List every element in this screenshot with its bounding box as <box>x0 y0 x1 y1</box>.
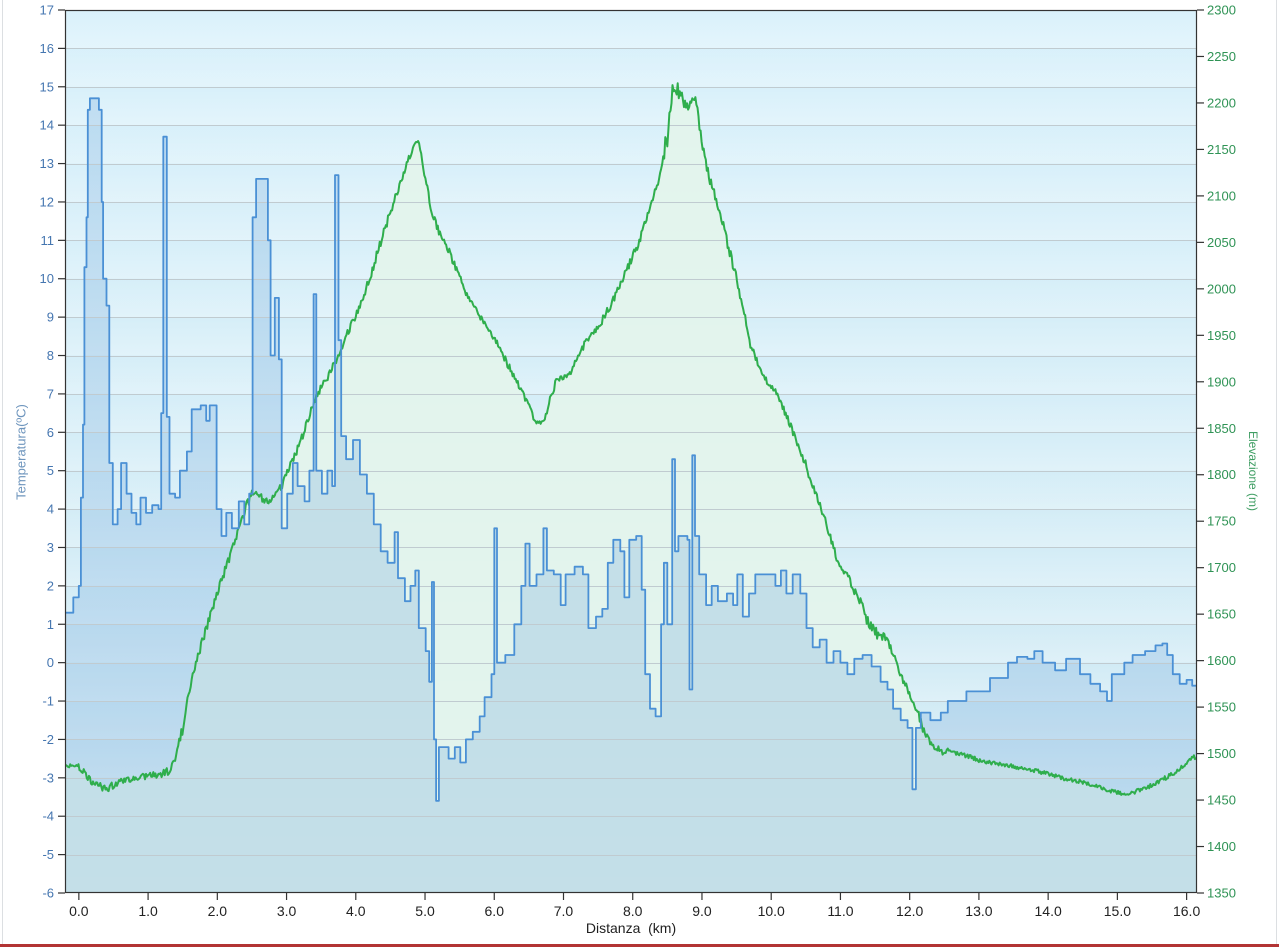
svg-text:2050: 2050 <box>1207 235 1236 250</box>
bottom-divider <box>0 944 1279 947</box>
svg-text:1350: 1350 <box>1207 886 1236 901</box>
svg-text:0: 0 <box>47 655 54 670</box>
svg-text:7: 7 <box>47 386 54 401</box>
temperature-series-fill <box>65 98 1197 893</box>
svg-text:13: 13 <box>40 156 54 171</box>
svg-text:1450: 1450 <box>1207 793 1236 808</box>
svg-text:11: 11 <box>41 233 55 248</box>
svg-text:2300: 2300 <box>1207 3 1236 18</box>
svg-text:8: 8 <box>47 348 54 363</box>
svg-text:3.0: 3.0 <box>277 903 297 919</box>
right-axis-ticks: 2300 2250 2200 2150 2100 2050 2000 1950 1900 1850… <box>1197 3 1236 901</box>
svg-text:4.0: 4.0 <box>346 903 366 919</box>
svg-text:10.0: 10.0 <box>758 903 785 919</box>
svg-text:3: 3 <box>47 540 54 555</box>
svg-text:1700: 1700 <box>1207 560 1236 575</box>
svg-text:14.0: 14.0 <box>1035 903 1062 919</box>
horizontal-gridlines <box>65 48 1197 856</box>
svg-text:13.0: 13.0 <box>965 903 992 919</box>
x-axis-title: Distanza (km) <box>585 920 677 936</box>
svg-text:1650: 1650 <box>1207 607 1236 622</box>
svg-text:2250: 2250 <box>1207 49 1236 64</box>
svg-text:8.0: 8.0 <box>623 903 643 919</box>
svg-text:10: 10 <box>40 271 54 286</box>
svg-text:5.0: 5.0 <box>415 903 435 919</box>
svg-text:15.0: 15.0 <box>1104 903 1131 919</box>
svg-text:-4: -4 <box>42 809 54 824</box>
svg-text:0.0: 0.0 <box>69 903 89 919</box>
svg-text:15: 15 <box>40 79 54 94</box>
svg-text:-6: -6 <box>42 886 54 901</box>
plot-border <box>64 9 1198 894</box>
svg-text:12.0: 12.0 <box>896 903 923 919</box>
svg-text:16.0: 16.0 <box>1173 903 1200 919</box>
svg-text:4: 4 <box>47 502 54 517</box>
svg-text:2100: 2100 <box>1207 188 1236 203</box>
x-axis-ticks: 0.0 1.0 2.0 3.0 4.0 5.0 6.0 7.0 8.0 9.0 10.0 11.0 12… <box>69 893 1200 919</box>
svg-text:1900: 1900 <box>1207 374 1236 389</box>
svg-text:6: 6 <box>47 425 54 440</box>
svg-text:-5: -5 <box>42 847 54 862</box>
svg-text:14: 14 <box>40 118 54 133</box>
svg-text:1500: 1500 <box>1207 746 1236 761</box>
elevation-series-fill <box>65 85 1197 893</box>
svg-text:17: 17 <box>40 3 54 18</box>
svg-text:7.0: 7.0 <box>554 903 574 919</box>
elevation-series-line <box>65 82 1197 796</box>
temperature-series-line <box>65 97 1197 802</box>
svg-text:2000: 2000 <box>1207 281 1236 296</box>
svg-text:2.0: 2.0 <box>208 903 228 919</box>
svg-text:1850: 1850 <box>1207 421 1236 436</box>
right-axis-title: Elevazione (m) <box>1246 430 1260 512</box>
svg-text:1: 1 <box>47 617 54 632</box>
svg-text:1600: 1600 <box>1207 653 1236 668</box>
svg-text:2200: 2200 <box>1207 95 1236 110</box>
svg-text:-3: -3 <box>42 770 54 785</box>
right-panel-border <box>1276 0 1277 944</box>
svg-text:-2: -2 <box>42 732 54 747</box>
svg-text:12: 12 <box>40 194 54 209</box>
svg-text:11.0: 11.0 <box>827 903 853 919</box>
svg-text:1.0: 1.0 <box>138 903 158 919</box>
svg-text:9: 9 <box>47 310 54 325</box>
svg-text:2150: 2150 <box>1207 142 1236 157</box>
svg-text:1950: 1950 <box>1207 328 1236 343</box>
svg-text:1800: 1800 <box>1207 467 1236 482</box>
svg-text:-1: -1 <box>42 694 54 709</box>
svg-text:5: 5 <box>47 463 54 478</box>
svg-text:9.0: 9.0 <box>692 903 712 919</box>
svg-text:6.0: 6.0 <box>485 903 505 919</box>
svg-text:1550: 1550 <box>1207 700 1236 715</box>
svg-text:1750: 1750 <box>1207 514 1236 529</box>
svg-text:1400: 1400 <box>1207 839 1236 854</box>
svg-text:16: 16 <box>40 41 54 56</box>
left-axis-title: Temperatura(ºC) <box>13 404 29 500</box>
svg-text:2: 2 <box>47 578 54 593</box>
left-panel-border <box>2 0 3 944</box>
